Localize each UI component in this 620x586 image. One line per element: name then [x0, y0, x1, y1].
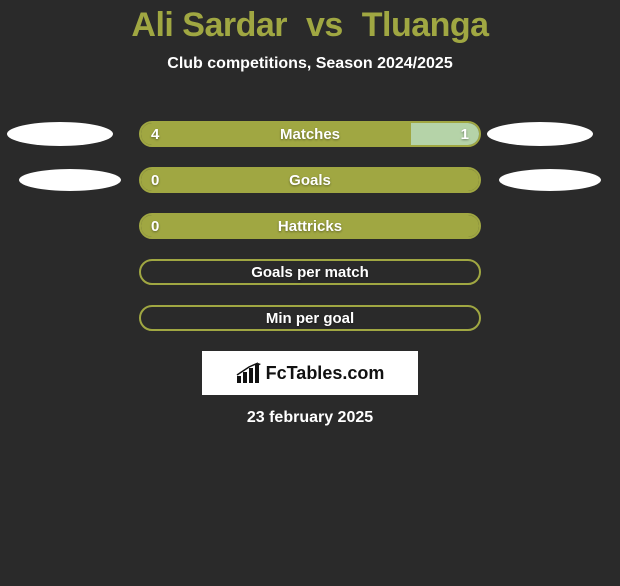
player2-ellipse	[499, 169, 601, 191]
stat-row: Goals per match	[0, 249, 620, 295]
stat-bar: 0Hattricks	[139, 213, 481, 239]
stat-label: Matches	[141, 123, 479, 145]
stat-label: Hattricks	[141, 215, 479, 237]
logo-text: FcTables.com	[266, 363, 385, 384]
date-text: 23 february 2025	[0, 409, 620, 427]
comparison-title: Ali Sardar vs Tluanga	[0, 6, 620, 45]
stat-bar: Goals per match	[139, 259, 481, 285]
player1-ellipse	[7, 122, 113, 146]
player2-ellipse	[487, 122, 593, 146]
stat-rows: 41Matches 0Goals 0Hattricks Goals per match…	[0, 111, 620, 341]
vs-text: vs	[306, 6, 343, 44]
logo-box: FcTables.com	[202, 351, 418, 395]
stat-label: Goals	[141, 169, 479, 191]
chart-icon	[236, 362, 262, 384]
stat-row: 41Matches	[0, 111, 620, 157]
stat-bar: 41Matches	[139, 121, 481, 147]
player2-name: Tluanga	[362, 6, 489, 44]
stat-bar: Min per goal	[139, 305, 481, 331]
stat-row: 0Goals	[0, 157, 620, 203]
stat-row: Min per goal	[0, 295, 620, 341]
player1-ellipse	[19, 169, 121, 191]
player1-name: Ali Sardar	[131, 6, 287, 44]
subtitle: Club competitions, Season 2024/2025	[0, 55, 620, 73]
stat-label: Min per goal	[141, 307, 479, 329]
stat-row: 0Hattricks	[0, 203, 620, 249]
stat-bar: 0Goals	[139, 167, 481, 193]
stat-label: Goals per match	[141, 261, 479, 283]
